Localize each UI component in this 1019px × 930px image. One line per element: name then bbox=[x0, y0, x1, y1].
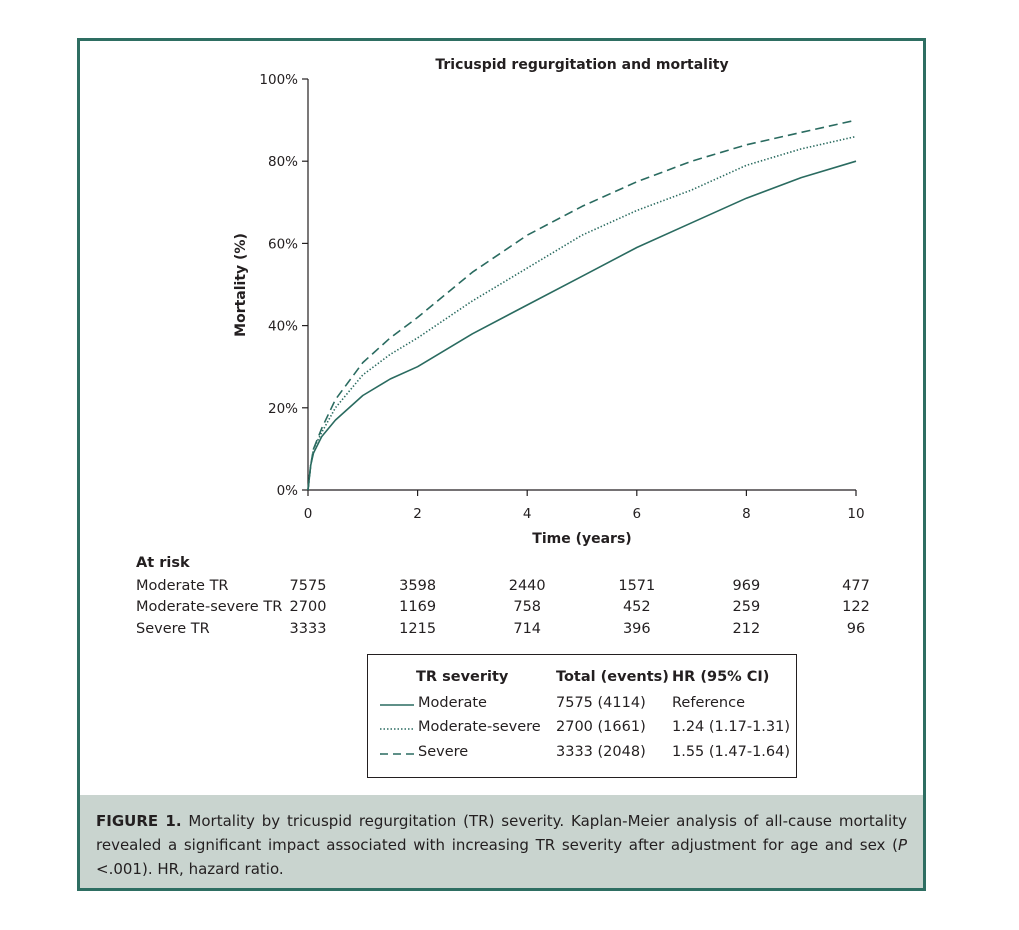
y-axis-label: Mortality (%) bbox=[233, 233, 249, 337]
legend-total-moderate-severe: 2700 (1661) bbox=[556, 719, 646, 735]
legend-hr-moderate: Reference bbox=[672, 695, 746, 711]
legend-header-hr: HR (95% CI) bbox=[672, 669, 770, 685]
at-risk-row-label: Severe TR bbox=[136, 621, 210, 637]
x-tick-label: 10 bbox=[847, 506, 864, 522]
legend-severity-severe: Severe bbox=[418, 744, 469, 760]
at-risk-value: 477 bbox=[842, 578, 870, 594]
legend-header-severity: TR severity bbox=[416, 669, 509, 685]
legend-total-severe: 3333 (2048) bbox=[556, 744, 646, 760]
at-risk-value: 396 bbox=[622, 621, 651, 637]
caption-p-symbol: P bbox=[897, 836, 907, 854]
y-tick-label: 40% bbox=[268, 319, 298, 335]
at-risk-value: 969 bbox=[732, 578, 761, 594]
at-risk-value: 1215 bbox=[399, 621, 437, 637]
at-risk-value: 1571 bbox=[618, 578, 656, 594]
legend-severity-moderate: Moderate bbox=[418, 695, 487, 711]
caption-text-b: <.001). HR, hazard ratio. bbox=[96, 860, 284, 878]
at-risk-value: 1169 bbox=[399, 599, 437, 615]
at-risk-value: 122 bbox=[842, 599, 870, 615]
figure-frame bbox=[77, 38, 926, 891]
at-risk-value: 96 bbox=[846, 621, 866, 637]
at-risk-value: 2700 bbox=[289, 599, 327, 615]
y-tick-label: 60% bbox=[268, 236, 298, 252]
x-tick-label: 6 bbox=[633, 506, 642, 522]
legend-severity-moderate-severe: Moderate-severe bbox=[418, 719, 541, 735]
y-tick-label: 100% bbox=[259, 72, 298, 88]
at-risk-row-label: Moderate-severe TR bbox=[136, 599, 283, 615]
x-tick-label: 8 bbox=[742, 506, 751, 522]
at-risk-value: 259 bbox=[732, 599, 761, 615]
caption-text-a: Mortality by tricuspid regurgitation (TR… bbox=[96, 812, 907, 854]
legend-box: TR severity Total (events) HR (95% CI) M… bbox=[367, 654, 797, 778]
legend-total-moderate: 7575 (4114) bbox=[556, 695, 646, 711]
x-tick-label: 4 bbox=[523, 506, 532, 522]
legend-hr-moderate-severe: 1.24 (1.17-1.31) bbox=[672, 719, 791, 735]
legend-swatch-severe bbox=[380, 753, 414, 755]
x-tick-label: 2 bbox=[413, 506, 422, 522]
at-risk-value: 3333 bbox=[289, 621, 327, 637]
at-risk-title: At risk bbox=[136, 555, 190, 571]
series-line-severe bbox=[307, 119, 857, 491]
at-risk-value: 758 bbox=[513, 599, 542, 615]
legend-hr-severe: 1.55 (1.47-1.64) bbox=[672, 744, 791, 760]
series-line-moderate bbox=[307, 160, 857, 491]
caption-label: FIGURE 1. bbox=[96, 812, 182, 830]
figure-caption: FIGURE 1. Mortality by tricuspid regurgi… bbox=[80, 795, 923, 888]
at-risk-value: 452 bbox=[622, 599, 651, 615]
legend-header-total: Total (events) bbox=[556, 669, 669, 685]
at-risk-value: 7575 bbox=[289, 578, 327, 594]
x-axis-label: Time (years) bbox=[532, 531, 631, 547]
km-chart: Tricuspid regurgitation and mortality 0%… bbox=[233, 57, 865, 547]
x-tick-label: 0 bbox=[304, 506, 313, 522]
at-risk-row-label: Moderate TR bbox=[136, 578, 229, 594]
at-risk-value: 212 bbox=[732, 621, 761, 637]
y-tick-label: 20% bbox=[268, 401, 298, 417]
legend-swatch-moderate-severe bbox=[380, 728, 414, 730]
at-risk-value: 2440 bbox=[508, 578, 546, 594]
at-risk-value: 714 bbox=[513, 621, 542, 637]
y-tick-label: 0% bbox=[277, 483, 299, 499]
chart-title: Tricuspid regurgitation and mortality bbox=[435, 57, 728, 73]
at-risk-value: 3598 bbox=[399, 578, 437, 594]
series-line-moderate-severe bbox=[307, 135, 857, 491]
y-tick-label: 80% bbox=[268, 154, 298, 170]
legend-swatch-moderate bbox=[380, 704, 414, 706]
